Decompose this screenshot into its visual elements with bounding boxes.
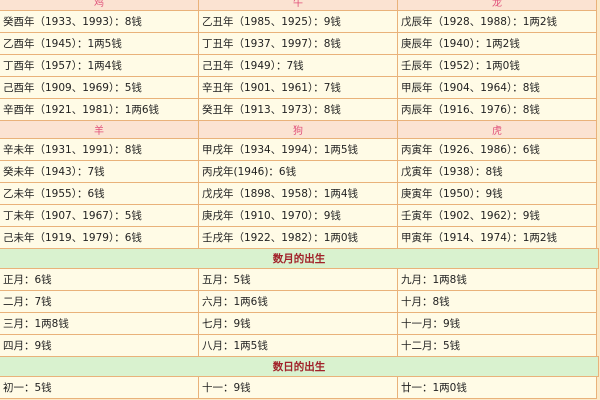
table-cell: 七月：9钱 — [198, 312, 398, 335]
table-cell: 六月：1两6钱 — [198, 290, 398, 313]
table-cell: 丁未年（1907、1967）：5钱 — [0, 204, 199, 227]
table-cell: 己丑年（1949）：7钱 — [198, 54, 398, 77]
table-cell: 初一：5钱 — [0, 376, 199, 399]
animal-header-row: 鸡牛龙 — [0, 0, 600, 11]
table-cell: 廿一：1两0钱 — [397, 376, 597, 399]
table-cell: 壬辰年（1952）：1两0钱 — [397, 54, 597, 77]
table-cell: 二月：7钱 — [0, 290, 199, 313]
section-title: 数月的出生 — [0, 248, 599, 269]
section-title: 数日的出生 — [0, 356, 599, 377]
table-cell: 庚寅年（1950）：9钱 — [397, 182, 597, 205]
table-cell: 己酉年（1909、1969）：5钱 — [0, 76, 199, 99]
table-cell: 癸酉年（1933、1993）：8钱 — [0, 10, 199, 33]
table-cell: 甲戌年（1934、1994）：1两5钱 — [198, 138, 398, 161]
table-cell: 丁丑年（1937、1997）：8钱 — [198, 32, 398, 55]
table-cell: 辛酉年（1921、1981）：1两6钱 — [0, 98, 199, 121]
table-cell: 十一：9钱 — [198, 376, 398, 399]
table-cell: 丙辰年（1916、1976）：8钱 — [397, 98, 597, 121]
table-cell: 丙戌年(1946)：6钱 — [198, 160, 398, 183]
table-cell: 丙寅年（1926、1986）：6钱 — [397, 138, 597, 161]
section-header-row: 数日的出生 — [0, 356, 600, 377]
table-cell: 己未年（1919、1979）：6钱 — [0, 226, 199, 249]
table-cell: 戊寅年（1938）：8钱 — [397, 160, 597, 183]
table-cell: 乙未年（1955）：6钱 — [0, 182, 199, 205]
table-row: 辛酉年（1921、1981）：1两6钱 癸丑年（1913、1973）：8钱 丙辰年（… — [0, 98, 600, 121]
table-row: 正月：6钱 五月：5钱 九月：1两8钱 — [0, 268, 600, 291]
table-cell: 丁酉年（1957）：1两4钱 — [0, 54, 199, 77]
table-row: 初一：5钱 十一：9钱 廿一：1两0钱 — [0, 376, 600, 399]
table-cell: 甲寅年（1914、1974）：1两2钱 — [397, 226, 597, 249]
animal-header: 狗 — [198, 120, 398, 139]
table-cell: 癸未年（1943）：7钱 — [0, 160, 199, 183]
table-cell: 十二月：5钱 — [397, 334, 597, 357]
table-cell: 庚戌年（1910、1970）：9钱 — [198, 204, 398, 227]
table-cell: 十月：8钱 — [397, 290, 597, 313]
table-row: 辛未年（1931、1991）：8钱 甲戌年（1934、1994）：1两5钱 丙寅年（… — [0, 138, 600, 161]
table-row: 己未年（1919、1979）：6钱 壬戌年（1922、1982）：1两0钱 甲寅年（… — [0, 226, 600, 249]
table-row: 癸未年（1943）：7钱 丙戌年(1946)：6钱 戊寅年（1938）：8钱 — [0, 160, 600, 183]
table-cell: 正月：6钱 — [0, 268, 199, 291]
table-cell: 四月：9钱 — [0, 334, 199, 357]
table-cell: 乙酉年（1945）：1两5钱 — [0, 32, 199, 55]
animal-header-row: 羊狗虎 — [0, 120, 600, 139]
table-cell: 九月：1两8钱 — [397, 268, 597, 291]
table-row: 四月：9钱 八月：1两5钱 十二月：5钱 — [0, 334, 600, 357]
table-row: 乙未年（1955）：6钱 戊戌年（1898、1958）：1两4钱 庚寅年（1950）… — [0, 182, 600, 205]
animal-header: 虎 — [397, 120, 597, 139]
table-row: 乙酉年（1945）：1两5钱 丁丑年（1937、1997）：8钱 庚辰年（1940）… — [0, 32, 600, 55]
table-cell: 八月：1两5钱 — [198, 334, 398, 357]
table-row: 二月：7钱 六月：1两6钱 十月：8钱 — [0, 290, 600, 313]
table-cell: 乙丑年（1985、1925）：9钱 — [198, 10, 398, 33]
table-cell: 壬戌年（1922、1982）：1两0钱 — [198, 226, 398, 249]
animal-header: 羊 — [0, 120, 199, 139]
table-row: 己酉年（1909、1969）：5钱 辛丑年（1901、1961）：7钱 甲辰年（19… — [0, 76, 600, 99]
table-row: 三月：1两8钱 七月：9钱 十一月：9钱 — [0, 312, 600, 335]
table-cell: 戊戌年（1898、1958）：1两4钱 — [198, 182, 398, 205]
table-cell: 五月：5钱 — [198, 268, 398, 291]
table-cell: 壬寅年（1902、1962）：9钱 — [397, 204, 597, 227]
table-row: 癸酉年（1933、1993）：8钱 乙丑年（1985、1925）：9钱 戊辰年（19… — [0, 10, 600, 33]
table-cell: 戊辰年（1928、1988）：1两2钱 — [397, 10, 597, 33]
table-row: 丁酉年（1957）：1两4钱 己丑年（1949）：7钱 壬辰年（1952）：1两0钱 — [0, 54, 600, 77]
section-header-row: 数月的出生 — [0, 248, 600, 269]
table-cell: 辛未年（1931、1991）：8钱 — [0, 138, 199, 161]
table-cell: 甲辰年（1904、1964）：8钱 — [397, 76, 597, 99]
table-cell: 十一月：9钱 — [397, 312, 597, 335]
table-cell: 癸丑年（1913、1973）：8钱 — [198, 98, 398, 121]
table-row: 丁未年（1907、1967）：5钱 庚戌年（1910、1970）：9钱 壬寅年（19… — [0, 204, 600, 227]
table-cell: 三月：1两8钱 — [0, 312, 199, 335]
table-cell: 辛丑年（1901、1961）：7钱 — [198, 76, 398, 99]
table-cell: 庚辰年（1940）：1两2钱 — [397, 32, 597, 55]
